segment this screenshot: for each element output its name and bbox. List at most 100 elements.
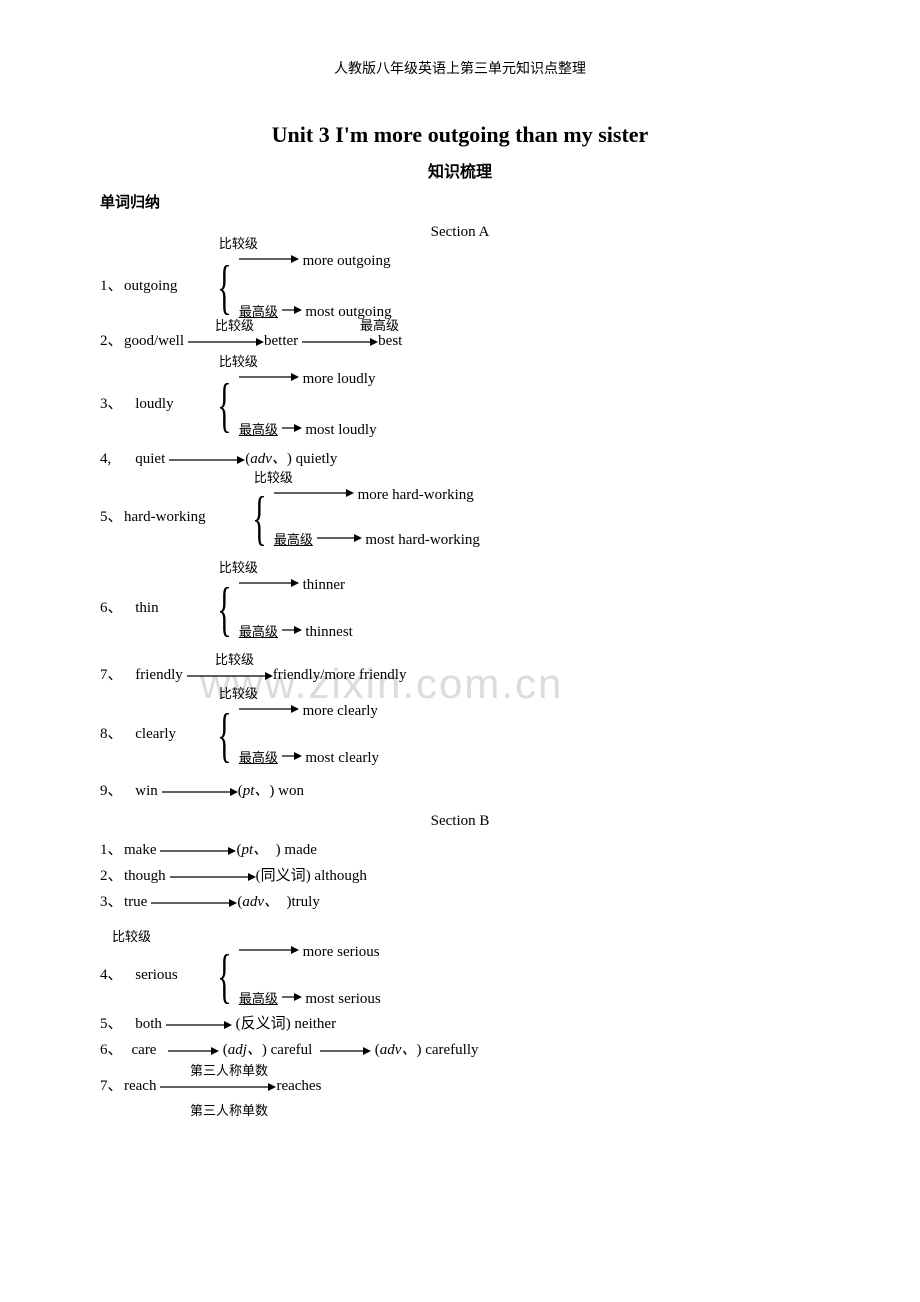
word: outgoing (124, 278, 177, 294)
num: 2、 (100, 331, 124, 352)
num: 5、 (100, 507, 124, 528)
arrow-icon (156, 1081, 276, 1093)
page-header: 人教版八年级英语上第三单元知识点整理 (100, 60, 820, 80)
word: hard-working (124, 509, 206, 525)
entry-quiet: 4, quiet (adv、 ) quietly (100, 449, 820, 471)
entry-loudly: 3、 loudly { 比较级 more loudly 最高级 most lou… (100, 369, 820, 445)
word: both (135, 1014, 162, 1035)
brace-icon: { (217, 705, 231, 765)
word: though (124, 866, 166, 887)
superlative: most loudly (305, 422, 376, 438)
comparative-label: 比较级 (219, 235, 258, 253)
num: 3、 (100, 892, 124, 913)
entry-though: 2、 though ( 同义词 ) although (100, 866, 820, 888)
word: good/well (124, 331, 184, 352)
section-b-heading: Section B (100, 811, 820, 832)
adj-label: adj、 (228, 1040, 262, 1061)
unit-title: Unit 3 I'm more outgoing than my sister (100, 120, 820, 151)
superlative: most hard-working (365, 532, 480, 548)
brace-icon: { (217, 579, 231, 639)
arrow-icon (282, 304, 302, 316)
superlative: best (378, 331, 402, 352)
arrow-icon (239, 577, 299, 589)
num: 7、 (100, 1076, 124, 1097)
num: 1、 (100, 840, 124, 861)
word: thin (135, 600, 158, 616)
superlative: thinnest (305, 624, 353, 640)
superlative-label: 最高级 (239, 750, 278, 765)
adv-label: adv、 (380, 1040, 417, 1061)
entry-true: 3、 true ( adv、 )truly (100, 892, 820, 914)
word: win (135, 781, 158, 802)
result: ) made (276, 840, 317, 861)
antonym-label: 反义词 (241, 1014, 286, 1035)
arrow-icon (166, 871, 256, 883)
adv-label: adv、 (242, 892, 279, 913)
arrow-icon (282, 750, 302, 762)
comparative-label: 比较级 (219, 353, 258, 371)
comparative-label: 比较级 (219, 559, 258, 577)
entry-friendly: 比较级 7、 friendly friendly/more friendly (100, 665, 820, 687)
result: ) carefully (416, 1040, 478, 1061)
superlative: most serious (305, 991, 380, 1007)
word: reach (124, 1076, 156, 1097)
arrow-icon (316, 1045, 371, 1057)
num: 8、 (100, 724, 124, 745)
num: 6、 (100, 1040, 124, 1061)
arrow-icon (282, 991, 302, 1003)
num: 4、 (100, 965, 124, 986)
num: 1、 (100, 276, 124, 297)
arrow-icon (239, 944, 299, 956)
word: true (124, 892, 147, 913)
word: quiet (135, 449, 165, 470)
entry-hardworking: 5、hard-working { 比较级 more hard-working 最… (100, 485, 820, 561)
arrow-icon (156, 845, 236, 857)
word: friendly (135, 665, 182, 686)
vocab-label: 单词归纳 (100, 193, 820, 214)
word: care (132, 1040, 157, 1061)
num: 7、 (100, 665, 124, 686)
entry-thin: 6、 thin { 比较级 thinner 最高级 thinnest (100, 575, 820, 651)
num: 6、 (100, 598, 124, 619)
comparative: better (264, 331, 298, 352)
num: 9、 (100, 781, 124, 802)
arrow-icon (158, 786, 238, 798)
entry-reach: 第三人称单数 7、 reach reaches (100, 1076, 820, 1098)
superlative-label: 最高级 (239, 422, 278, 437)
arrow-icon (184, 336, 264, 348)
arrow-icon (282, 422, 302, 434)
arrow-icon (317, 532, 362, 544)
result: friendly/more friendly (273, 665, 407, 686)
superlative: most clearly (305, 750, 379, 766)
result: ) neither (286, 1014, 336, 1035)
adv-label: adv、 (250, 449, 287, 470)
comparative: thinner (303, 577, 346, 593)
arrow-icon (298, 336, 378, 348)
word: loudly (135, 396, 173, 412)
entry-win: 9、 win ( pt、 ) won (100, 781, 820, 803)
result: )truly (287, 892, 320, 913)
arrow-icon (239, 371, 299, 383)
arrow-icon (282, 624, 302, 636)
comparative-label: 比较级 (219, 685, 258, 703)
comparative: more serious (303, 944, 380, 960)
comparative: more outgoing (303, 253, 391, 269)
comparative: more loudly (303, 371, 376, 387)
brace-icon: { (252, 488, 266, 548)
num: 5、 (100, 1014, 124, 1035)
brace-icon: { (217, 375, 231, 435)
brace-icon: { (217, 257, 231, 317)
entry-both: 5、 both ( 反义词 ) neither (100, 1014, 820, 1036)
result: reaches (276, 1076, 321, 1097)
num: 4, (100, 449, 124, 470)
brace-icon: { (217, 946, 231, 1006)
word: serious (135, 967, 178, 983)
entry-good-well: 比较级 最高级 2、 good/well better best (100, 331, 820, 353)
entry-make: 1、 make (pt、 ) made (100, 840, 820, 862)
section-a-heading: Section A (100, 222, 820, 243)
comparative: more clearly (303, 703, 378, 719)
superlative-label: 最高级 (239, 991, 278, 1006)
entry-clearly: 8、 clearly { 比较级 more clearly 最高级 most c… (100, 701, 820, 777)
document-content: 人教版八年级英语上第三单元知识点整理 Unit 3 I'm more outgo… (100, 60, 820, 1120)
word: clearly (135, 726, 176, 742)
